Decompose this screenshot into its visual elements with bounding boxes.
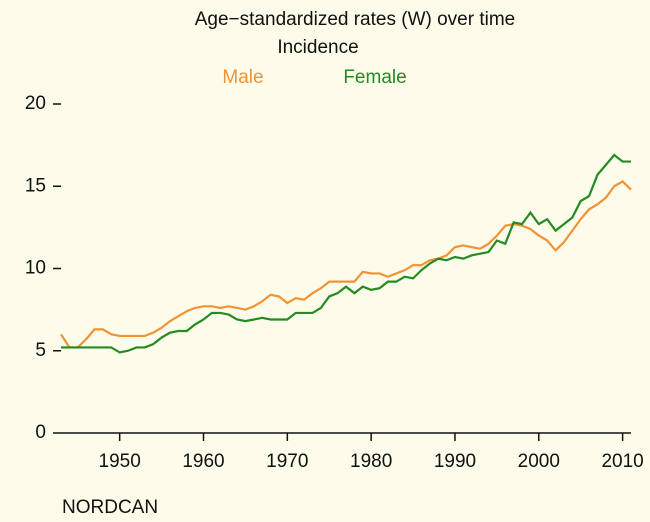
x-tick-label: 2010 — [601, 451, 643, 472]
legend-label: Female — [343, 67, 406, 88]
y-tick-label: 5 — [35, 340, 46, 361]
x-tick-label: 1970 — [266, 451, 308, 472]
series-line — [60, 179, 632, 349]
x-tick-label: 2000 — [518, 451, 560, 472]
legend-label: Male — [222, 67, 263, 88]
source: NORDCAN — [62, 497, 158, 518]
y-tick-label: 15 — [25, 175, 46, 196]
x-tick-label: 1960 — [182, 451, 224, 472]
chart-title: Age−standardized rates (W) over time — [195, 9, 516, 30]
x-tick-label: 1990 — [434, 451, 476, 472]
chart-subtitle: Incidence — [277, 37, 358, 58]
y-tick-label: 10 — [25, 258, 46, 279]
series-line — [61, 153, 631, 354]
x-tick-label: 1980 — [350, 451, 392, 472]
x-tick-label: 1950 — [99, 451, 141, 472]
y-tick-label: 0 — [35, 422, 46, 443]
y-tick-label: 20 — [25, 93, 46, 114]
